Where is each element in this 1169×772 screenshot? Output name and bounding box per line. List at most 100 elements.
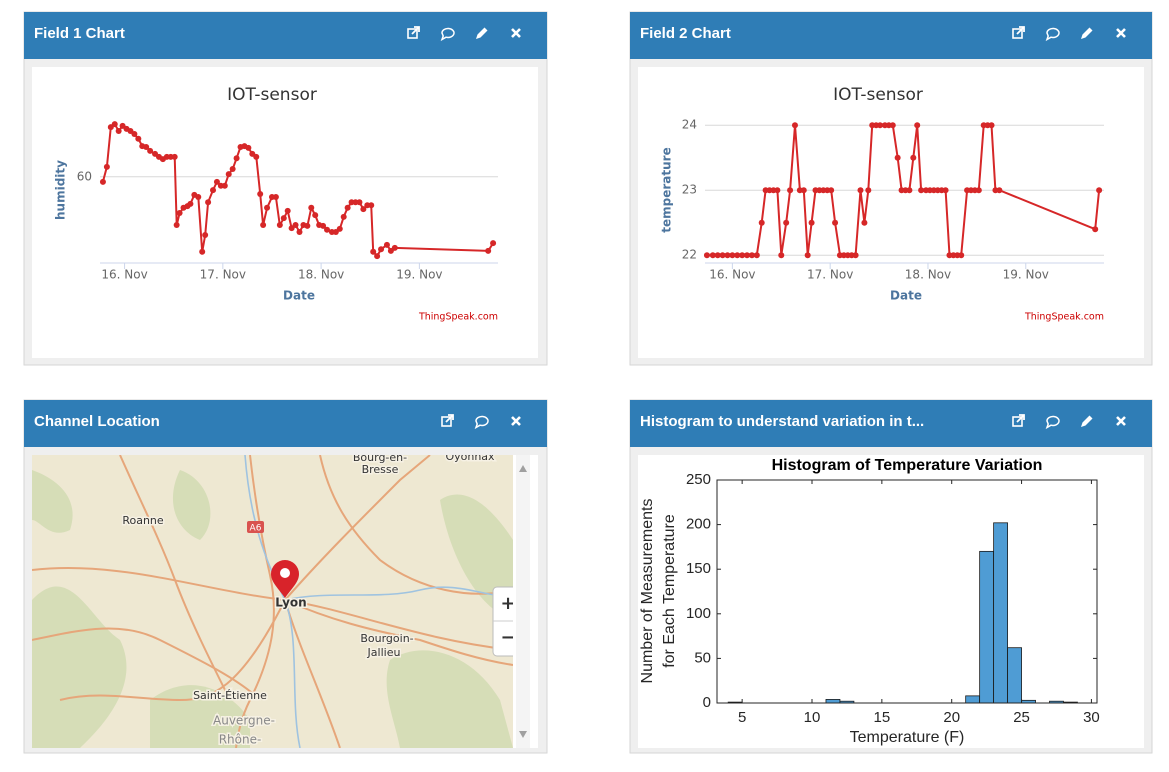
data-point <box>391 244 398 251</box>
map-river <box>284 586 513 601</box>
icon-shape <box>511 416 521 426</box>
data-point <box>378 246 385 253</box>
icon-shape <box>1045 27 1060 42</box>
header-icon-close[interactable] <box>511 28 521 38</box>
data-point <box>914 122 921 129</box>
histogram-bar <box>965 695 981 704</box>
data-point <box>131 131 138 138</box>
data-point <box>356 199 363 206</box>
data-point <box>485 247 492 254</box>
header-icon-close[interactable] <box>1116 28 1126 38</box>
data-point <box>729 252 736 259</box>
data-point <box>975 187 982 194</box>
y-tick-label: 100 <box>686 605 711 622</box>
panel-title: Histogram to understand variation in t..… <box>640 413 924 430</box>
x-tick-label: 10 <box>804 709 821 726</box>
credit: ThingSpeak.com <box>1024 312 1104 323</box>
zoom-control[interactable]: − <box>500 627 515 648</box>
x-tick-label: 15 <box>874 709 891 726</box>
data-point <box>852 252 859 259</box>
icon-shape <box>1081 415 1093 427</box>
header-icon-ext[interactable] <box>407 26 420 39</box>
data-point <box>734 252 741 259</box>
data-point <box>111 121 118 128</box>
x-tick-label: 17. Nov <box>200 268 246 282</box>
data-point <box>115 128 122 135</box>
map-label: Rhône- <box>219 733 262 747</box>
data-point <box>714 252 721 259</box>
data-point <box>894 154 901 161</box>
data-point <box>861 219 868 226</box>
panel-header <box>24 400 547 447</box>
header-icon-close[interactable] <box>511 416 521 426</box>
x-tick-label: 25 <box>1013 709 1030 726</box>
data-point <box>360 206 367 213</box>
y-axis-title: humidity <box>54 160 68 220</box>
header-icon-comment[interactable] <box>474 415 489 430</box>
data-point <box>906 187 913 194</box>
icon-shape <box>1081 27 1093 39</box>
axes-box <box>716 479 1098 704</box>
header-icon-ext[interactable] <box>1012 26 1025 39</box>
data-point <box>205 199 212 206</box>
map-road <box>235 455 275 748</box>
histogram-bar <box>825 699 841 704</box>
x-tick-label: 20 <box>943 709 960 726</box>
header-icon-close[interactable] <box>1116 416 1126 426</box>
credit: ThingSpeak.com <box>418 312 498 323</box>
header-icon-comment[interactable] <box>440 27 455 42</box>
panel-body <box>32 67 538 358</box>
header-icon-pencil[interactable] <box>1081 27 1093 40</box>
data-point <box>719 252 726 259</box>
histogram-bar <box>993 522 1008 704</box>
data-point <box>103 163 110 170</box>
panel-title: Channel Location <box>34 413 160 430</box>
data-point <box>272 194 279 201</box>
data-point <box>374 253 381 260</box>
icon-shape <box>1116 416 1126 426</box>
data-point <box>783 219 790 226</box>
y-tick-label: 200 <box>686 516 711 533</box>
data-point <box>832 219 839 226</box>
data-point <box>257 191 264 197</box>
header-icon-ext[interactable] <box>1012 414 1025 427</box>
data-point <box>221 182 228 189</box>
icon-shape <box>445 414 454 423</box>
y-tick-label: 0 <box>703 694 711 711</box>
scroll-up[interactable] <box>519 465 527 472</box>
panel: Field 1 Chart <box>23 11 548 366</box>
x-tick-label: 18. Nov <box>905 268 951 282</box>
data-point <box>308 204 315 211</box>
header-icon-pencil[interactable] <box>1081 415 1093 428</box>
map-road <box>59 599 286 702</box>
data-point <box>296 228 303 235</box>
data-point <box>774 187 781 194</box>
scroll-down[interactable] <box>519 731 527 738</box>
data-point <box>958 252 965 259</box>
icon-shape <box>1045 415 1060 430</box>
data-point <box>173 222 180 229</box>
header-icon-ext[interactable] <box>441 414 454 427</box>
icon-shape <box>441 416 452 427</box>
header-icon-comment[interactable] <box>1045 415 1060 430</box>
x-axis-title: Temperature (F) <box>850 729 965 746</box>
header-icon-comment[interactable] <box>1045 27 1060 42</box>
zoom-control[interactable]: + <box>500 593 515 614</box>
data-point <box>135 135 142 142</box>
map-label: Oyonnax <box>445 450 495 463</box>
data-point <box>370 248 377 255</box>
map-terrain <box>172 470 211 540</box>
map-terrain <box>32 470 73 533</box>
x-tick-label: 19. Nov <box>1003 268 1049 282</box>
map-marker[interactable] <box>271 560 299 598</box>
map-label: Saint-Étienne <box>193 689 267 702</box>
icon-shape <box>1012 416 1023 427</box>
histogram-bar <box>979 550 995 704</box>
header-icon-pencil[interactable] <box>476 27 488 40</box>
chart-title: IOT-sensor <box>833 85 923 105</box>
map[interactable]: Bourg-en-Bresse Oyonnax Roanne A6 Lyon Bourgo… <box>32 450 523 748</box>
data-point <box>312 212 319 219</box>
data-point <box>213 178 220 185</box>
panel-title: Field 1 Chart <box>34 25 125 42</box>
